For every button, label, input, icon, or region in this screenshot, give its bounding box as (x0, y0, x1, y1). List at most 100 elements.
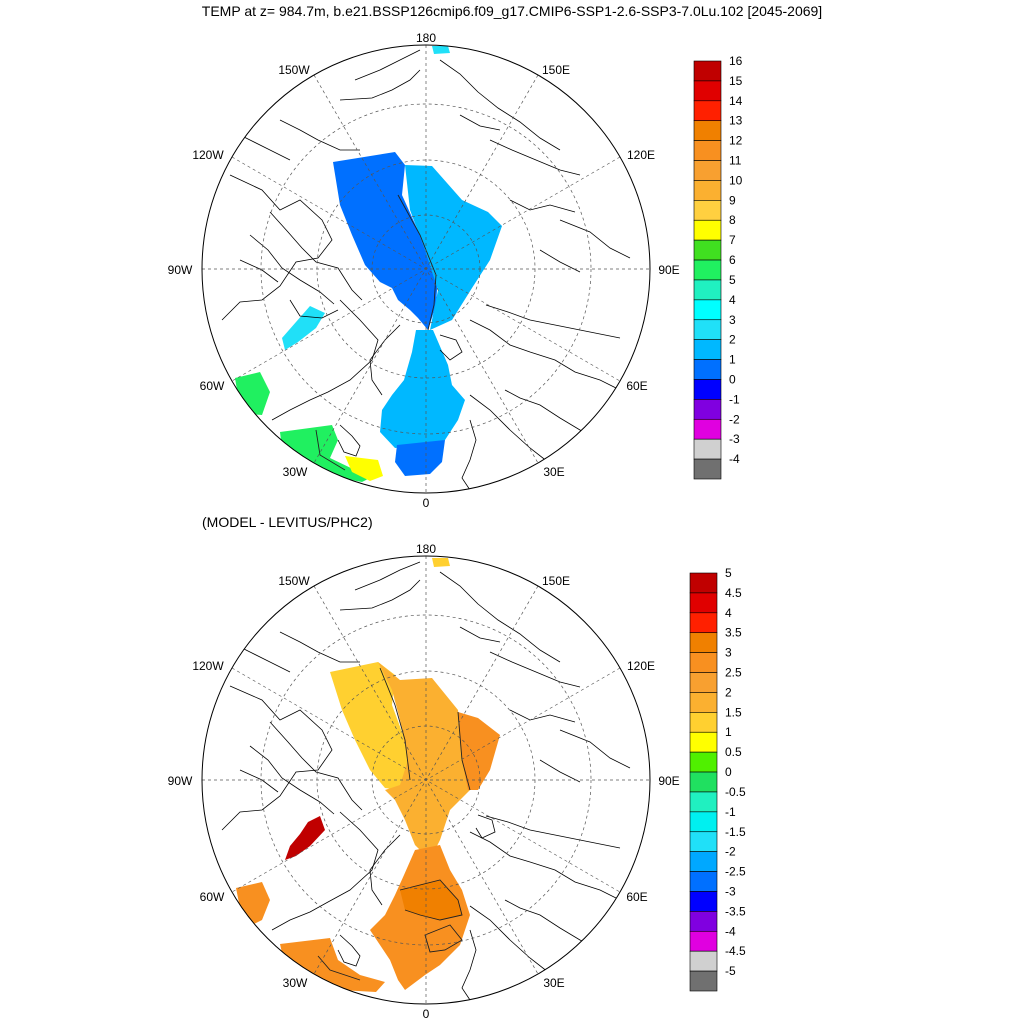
top-lon-30E: 30E (543, 465, 564, 479)
top-region-canadian-basin (333, 152, 438, 330)
top-gridlines (202, 45, 650, 493)
top-lon-90E: 90E (658, 263, 679, 277)
top-colorbar-tick-label: -4 (729, 452, 740, 466)
top-colorbar-swatch (693, 259, 722, 281)
bottom-colorbar-tick-label: -4 (725, 924, 736, 938)
top-colorbar-tick-label: 15 (729, 74, 743, 88)
bottom-map-field (221, 558, 631, 1001)
bottom-colorbar-swatch (689, 791, 718, 813)
bottom-colorbar-tick-label: -2 (725, 845, 736, 859)
bottom-coastlines (221, 561, 631, 1001)
top-colorbar-tick-label: 5 (729, 273, 736, 287)
top-colorbar-swatch (693, 418, 722, 440)
bottom-colorbar-swatch (689, 970, 718, 992)
bottom-lon-30E: 30E (543, 976, 564, 990)
bottom-colorbar-swatch (689, 692, 718, 713)
top-colorbar-tick-label: 6 (729, 253, 736, 267)
bottom-map: 180 150W 150E 120W 120E 90W 90E 60W 60E … (168, 542, 680, 1021)
top-colorbar-tick-label: 16 (729, 54, 743, 68)
top-colorbar-swatch (693, 100, 722, 122)
top-colorbar-swatch (693, 80, 722, 102)
bottom-colorbar-swatch (689, 891, 718, 912)
top-colorbar-tick-label: 10 (729, 173, 743, 187)
bottom-colorbar-swatch (689, 771, 718, 793)
bottom-colorbar-tick-label: -3 (725, 884, 736, 898)
top-contour-south (315, 429, 346, 471)
bottom-colorbar-swatch (689, 652, 718, 673)
bottom-region-canadian-basin (330, 662, 410, 790)
bottom-colorbar-swatch (689, 871, 718, 892)
bottom-colorbar-tick-label: -2.5 (725, 865, 746, 879)
top-colorbar-tick-label: -1 (729, 392, 740, 406)
bottom-colorbar-tick-label: -4.5 (725, 944, 746, 958)
top-colorbar-swatch (693, 120, 722, 141)
top-colorbar-tick-label: -2 (729, 412, 740, 426)
top-region-irminger-sea (280, 425, 370, 482)
top-colorbar-swatch (693, 219, 722, 241)
bottom-region-central-arctic (378, 662, 470, 860)
figure-title: TEMP at z= 984.7m, b.e21.BSSP126cmip6.f0… (201, 3, 823, 19)
bottom-colorbar-tick-label: 0.5 (725, 745, 742, 759)
bottom-colorbar-swatch (689, 851, 718, 872)
top-colorbar-tick-label: 3 (729, 313, 736, 327)
bottom-lon-120E: 120E (627, 659, 655, 673)
top-colorbar-swatch (693, 319, 722, 340)
top-colorbar-swatch (693, 339, 722, 360)
bottom-colorbar-swatch (689, 592, 718, 614)
bottom-lon-150W: 150W (278, 574, 310, 588)
bottom-region-eurasian-basin (458, 712, 500, 790)
top-colorbar-tick-label: 1 (729, 353, 736, 367)
bottom-region-nordic-seas-core (400, 880, 462, 920)
bottom-lon-180: 180 (416, 542, 436, 556)
bottom-lon-90E: 90E (658, 774, 679, 788)
top-map-border (201, 44, 651, 494)
top-colorbar-swatch (693, 239, 722, 261)
top-region-north-atlantic (345, 456, 383, 481)
top-lon-120E: 120E (627, 148, 655, 162)
bottom-colorbar-swatch (689, 911, 718, 932)
bottom-lon-60E: 60E (626, 890, 647, 904)
bottom-colorbar-tick-label: 2.5 (725, 666, 742, 680)
bottom-colorbar-tick-label: 5 (725, 566, 732, 580)
top-map: 180 150W 150E 120W 120E 90W 90E 60W 60E … (168, 31, 680, 510)
bottom-colorbar-tick-label: 4.5 (725, 586, 742, 600)
bottom-lon-120W: 120W (192, 659, 224, 673)
bottom-region-nordic-seas (370, 845, 470, 990)
top-colorbar-swatch (693, 200, 722, 221)
top-colorbar-swatch (693, 399, 722, 420)
bottom-colorbar-tick-label: -0.5 (725, 785, 746, 799)
bottom-colorbar-tick-label: -1 (725, 805, 736, 819)
top-colorbar-swatch (693, 180, 722, 201)
top-colorbar-swatch (693, 299, 722, 321)
bottom-colorbar-tick-label: 3 (725, 646, 732, 660)
top-lon-150W: 150W (278, 63, 310, 77)
top-region-bering-strait (432, 46, 450, 54)
bottom-colorbar-swatch (689, 831, 718, 852)
bottom-colorbar-swatch (689, 612, 718, 634)
bottom-lon-0: 0 (423, 1007, 430, 1021)
top-colorbar-tick-label: 9 (729, 193, 736, 207)
top-colorbar-tick-label: 12 (729, 134, 743, 148)
top-colorbar-swatch (693, 359, 722, 380)
bottom-colorbar-tick-label: 1 (725, 725, 732, 739)
top-region-fram-strait (380, 330, 465, 448)
top-colorbar-tick-label: 0 (729, 372, 736, 386)
bottom-region-bering-strait (432, 558, 450, 567)
top-colorbar-tick-label: 8 (729, 213, 736, 227)
top-colorbar-swatch (693, 379, 722, 400)
bottom-colorbar-swatch (689, 930, 718, 952)
top-lon-150E: 150E (542, 63, 570, 77)
bottom-colorbar-tick-label: -3.5 (725, 904, 746, 918)
top-colorbar-swatch (693, 438, 722, 460)
top-coastlines (221, 49, 631, 491)
bottom-colorbar-tick-label: 3.5 (725, 626, 742, 640)
top-colorbar-tick-label: 13 (729, 114, 743, 128)
top-lon-60E: 60E (626, 379, 647, 393)
bottom-lon-150E: 150E (542, 574, 570, 588)
difference-subtitle: (MODEL - LEVITUS/PHC2) (202, 514, 373, 530)
bottom-gridlines (202, 556, 650, 1004)
bottom-lon-30W: 30W (283, 976, 308, 990)
top-colorbar-swatch (693, 160, 722, 181)
bottom-colorbar-swatch (689, 572, 718, 594)
